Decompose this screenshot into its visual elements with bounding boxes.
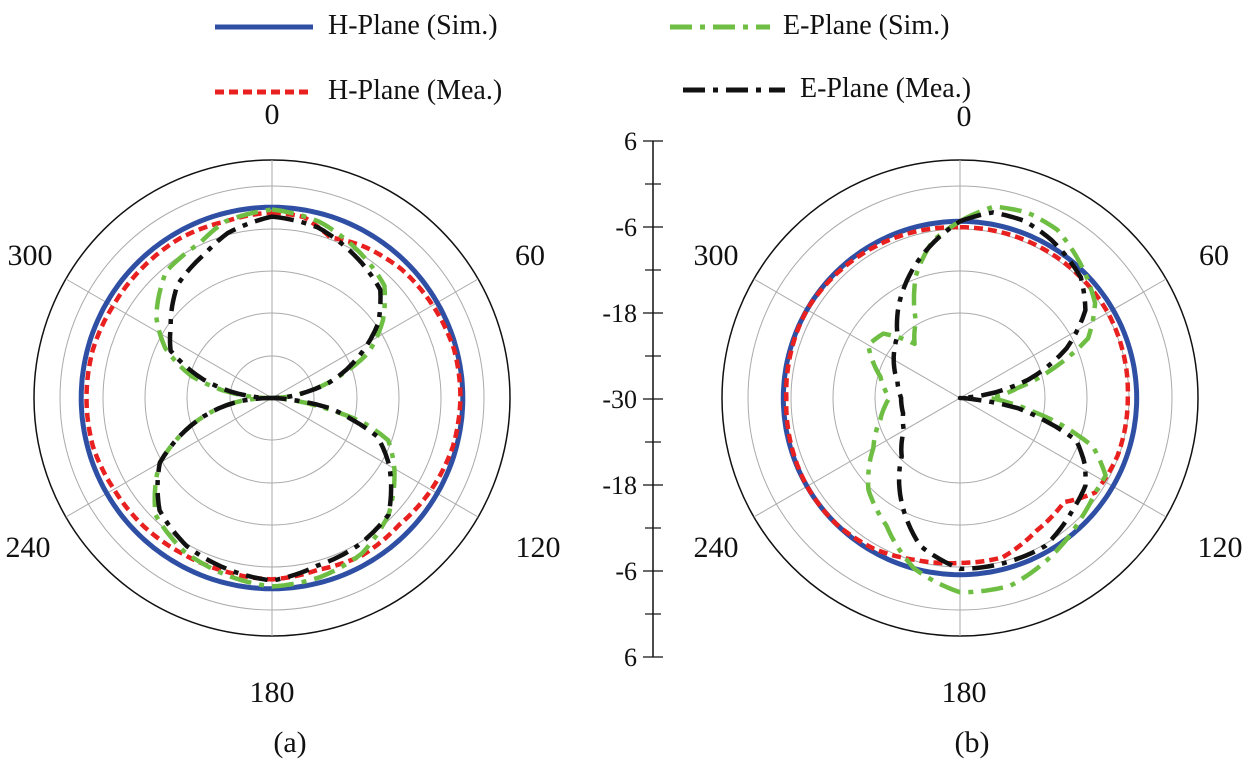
legend-entry-h-mea: H-Plane (Mea.) bbox=[215, 75, 502, 106]
legend-entry-e-mea: E-Plane (Mea.) bbox=[683, 73, 971, 104]
series-group-b bbox=[780, 204, 1140, 595]
polar-plot-a: 0 60 120 180 240 300 (a) bbox=[6, 98, 561, 759]
r-tick-label-0: 6 bbox=[624, 127, 637, 156]
r-tick-label-6: 6 bbox=[624, 643, 637, 672]
angle-label-b-300: 300 bbox=[694, 239, 739, 272]
legend-label-h-mea: H-Plane (Mea.) bbox=[328, 75, 502, 106]
series-h-mea-a bbox=[84, 210, 463, 582]
radial-axis-b: 6 -6 -18 -30 -18 -6 6 bbox=[602, 127, 663, 672]
angle-label-b-0: 0 bbox=[957, 100, 972, 133]
angle-label-a-60: 60 bbox=[515, 239, 545, 272]
legend: H-Plane (Sim.) E-Plane (Sim.) H-Plane (M… bbox=[215, 10, 971, 106]
angle-label-b-120: 120 bbox=[1198, 531, 1243, 564]
series-h-mea-b bbox=[783, 224, 1131, 566]
series-h-sim-a bbox=[78, 204, 466, 592]
r-tick-label-2: -18 bbox=[602, 299, 637, 328]
angle-label-a-240: 240 bbox=[6, 531, 51, 564]
angle-label-a-0: 0 bbox=[265, 98, 280, 131]
angle-label-a-180: 180 bbox=[250, 676, 295, 709]
r-tick-label-1: -6 bbox=[615, 213, 637, 242]
legend-label-e-sim: E-Plane (Sim.) bbox=[783, 10, 949, 41]
legend-label-e-mea: E-Plane (Mea.) bbox=[800, 73, 971, 104]
r-tick-label-4: -18 bbox=[602, 471, 637, 500]
legend-entry-e-sim: E-Plane (Sim.) bbox=[670, 10, 949, 41]
legend-entry-h-sim: H-Plane (Sim.) bbox=[215, 10, 498, 41]
series-e-mea-a bbox=[155, 214, 394, 583]
angle-label-a-300: 300 bbox=[8, 239, 53, 272]
panel-caption-a: (a) bbox=[273, 726, 306, 759]
polar-plot-b: 6 -6 -18 -30 -18 -6 6 0 60 120 180 240 3… bbox=[602, 100, 1242, 759]
series-e-mea-b bbox=[891, 210, 1088, 572]
legend-label-h-sim: H-Plane (Sim.) bbox=[328, 10, 498, 41]
angle-label-b-240: 240 bbox=[694, 531, 739, 564]
angle-label-b-60: 60 bbox=[1199, 239, 1229, 272]
angle-label-b-180: 180 bbox=[942, 676, 987, 709]
r-tick-label-3: -30 bbox=[602, 385, 637, 414]
series-group-a bbox=[78, 204, 466, 592]
series-e-sim-a bbox=[152, 207, 397, 589]
series-e-sim-b bbox=[865, 204, 1108, 595]
angle-label-a-120: 120 bbox=[516, 531, 561, 564]
series-h-sim-b bbox=[780, 218, 1140, 578]
panel-caption-b: (b) bbox=[955, 726, 990, 759]
r-tick-label-5: -6 bbox=[615, 557, 637, 586]
